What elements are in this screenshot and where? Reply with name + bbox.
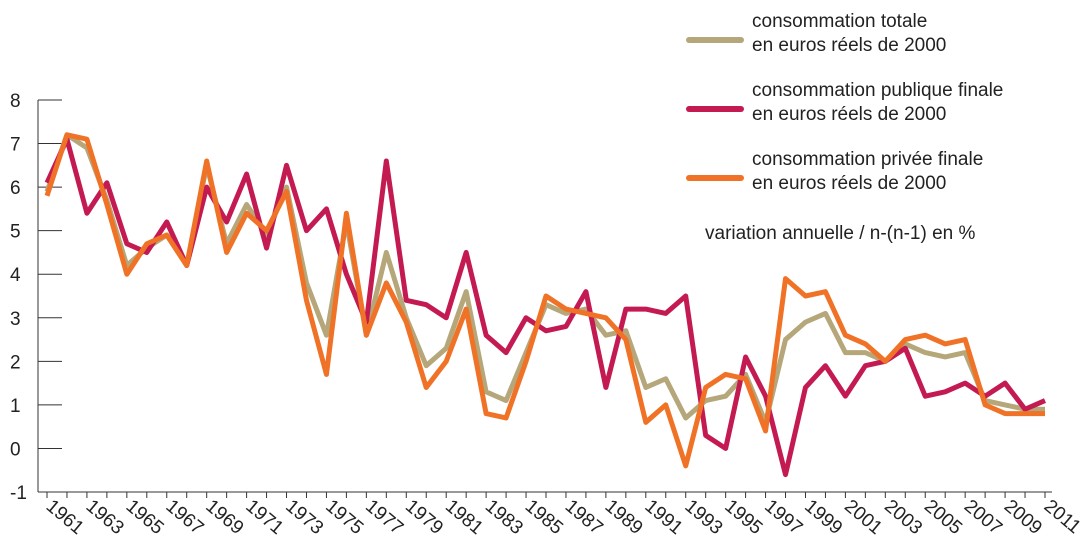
- x-tick-label: 1979: [401, 496, 447, 539]
- legend-swatch: [686, 37, 744, 43]
- y-tick-label: 6: [10, 178, 21, 199]
- y-tick-label: 2: [10, 352, 21, 373]
- x-tick-label: 1997: [760, 496, 806, 539]
- x-tick-label: 1977: [361, 496, 407, 539]
- y-tick-label: 8: [10, 91, 21, 112]
- x-tick-label: 1991: [641, 496, 687, 539]
- x-tick-label: 1973: [281, 496, 327, 539]
- x-tick-label: 1999: [800, 496, 846, 539]
- x-tick-label: 2005: [920, 496, 966, 539]
- x-tick-label: 1963: [82, 496, 128, 539]
- x-tick-label: 2011: [1040, 496, 1085, 538]
- legend-swatch: [686, 106, 744, 112]
- x-tick-label: 1995: [720, 496, 766, 539]
- x-tick-label: 2007: [960, 496, 1006, 539]
- legend-label: consommation totale en euros réels de 20…: [752, 11, 947, 56]
- legend-swatch: [686, 175, 744, 181]
- y-tick-label: -1: [10, 483, 27, 504]
- y-tick-label: 3: [10, 309, 21, 330]
- x-tick-label: 1971: [241, 496, 287, 539]
- x-tick-label: 1969: [201, 496, 247, 539]
- legend-label: consommation privée finale en euros réel…: [752, 149, 984, 194]
- x-tick-label: 1987: [561, 496, 607, 539]
- series-line: [44, 132, 1045, 469]
- annotation: variation annuelle / n-(n-1) en %: [705, 223, 976, 244]
- x-tick-label: 2003: [880, 496, 926, 539]
- x-tick-label: 1961: [42, 496, 88, 539]
- x-tick-label: 1981: [441, 496, 487, 539]
- x-tick-label: 1989: [601, 496, 647, 539]
- x-tick-label: 1965: [122, 496, 168, 539]
- x-tick-label: 1993: [681, 496, 727, 539]
- x-tick-label: 1983: [481, 496, 527, 539]
- x-tick-label: 2009: [1000, 496, 1046, 539]
- y-tick-label: 0: [10, 439, 21, 460]
- legend-label: consommation publique finale en euros ré…: [752, 80, 1004, 125]
- y-tick-label: 5: [10, 222, 21, 243]
- x-tick-label: 1985: [521, 496, 567, 539]
- x-tick-label: 2001: [840, 496, 886, 539]
- y-tick-label: 4: [10, 265, 21, 286]
- x-tick-label: 1975: [321, 496, 367, 539]
- y-tick-label: 7: [10, 135, 21, 156]
- y-tick-label: 1: [10, 396, 21, 417]
- x-tick-label: 1967: [162, 496, 208, 539]
